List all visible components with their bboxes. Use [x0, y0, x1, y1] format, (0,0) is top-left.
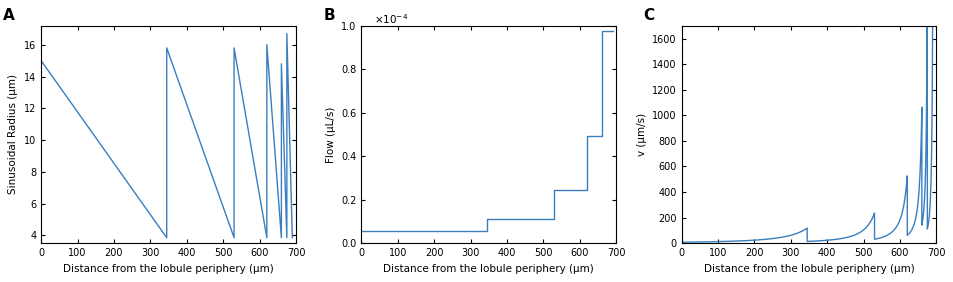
Text: A: A: [3, 8, 14, 23]
X-axis label: Distance from the lobule periphery (μm): Distance from the lobule periphery (μm): [383, 264, 594, 274]
Y-axis label: Flow (μL/s): Flow (μL/s): [325, 106, 335, 163]
Text: B: B: [323, 8, 335, 23]
Y-axis label: v (μm/s): v (μm/s): [636, 113, 646, 156]
X-axis label: Distance from the lobule periphery (μm): Distance from the lobule periphery (μm): [63, 264, 274, 274]
X-axis label: Distance from the lobule periphery (μm): Distance from the lobule periphery (μm): [703, 264, 913, 274]
Text: C: C: [642, 8, 654, 23]
Y-axis label: Sinusoidal Radius (μm): Sinusoidal Radius (μm): [9, 74, 18, 195]
Text: $\times10^{-4}$: $\times10^{-4}$: [374, 13, 408, 27]
